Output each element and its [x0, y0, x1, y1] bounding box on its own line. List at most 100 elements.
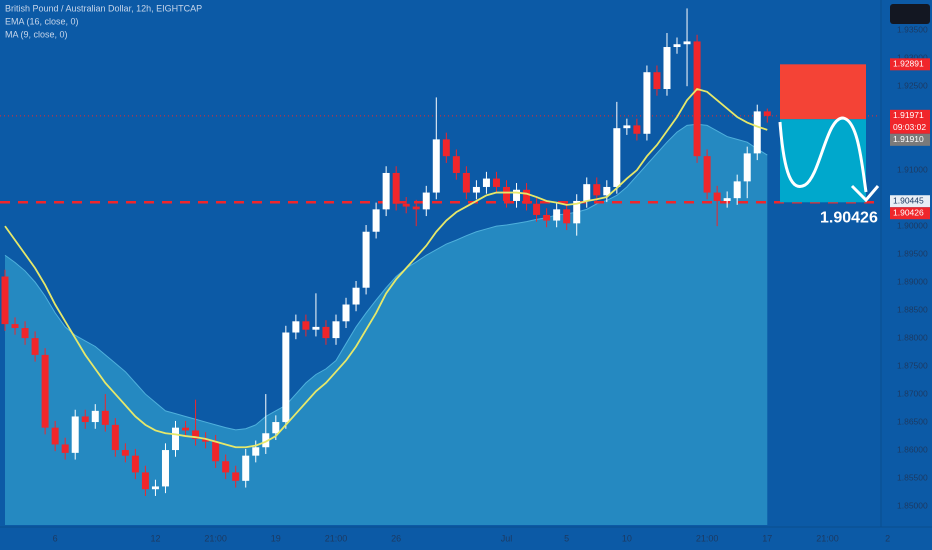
- candle-body: [623, 125, 631, 129]
- candle-body: [182, 427, 190, 431]
- candle-body: [523, 189, 531, 204]
- forecast-arrow: [850, 184, 880, 203]
- candle-body: [593, 184, 601, 196]
- candle-body: [202, 438, 210, 442]
- candle-body: [322, 326, 330, 339]
- y-tick-label: 1.88000: [897, 332, 928, 342]
- target-zone: [780, 119, 866, 203]
- candle-body: [733, 181, 741, 199]
- candle-body: [503, 186, 510, 201]
- candle-body: [513, 189, 521, 201]
- candle-body: [693, 41, 701, 157]
- candle-body: [121, 450, 129, 456]
- candle-body: [553, 209, 561, 221]
- candle-body: [272, 422, 280, 434]
- indicator-label: EMA (16, close, 0): [5, 16, 79, 26]
- candle-body: [141, 472, 149, 490]
- y-tick-label: 1.85500: [897, 472, 928, 482]
- x-tick-label: 10: [622, 533, 632, 543]
- price-tag: 1.90426: [890, 207, 930, 220]
- candle-body: [603, 186, 611, 196]
- candle-body: [492, 178, 500, 187]
- y-tick-label: 1.89000: [897, 276, 928, 286]
- candle-body: [71, 416, 79, 453]
- ema-line: [4, 87, 768, 449]
- candle-body: [763, 111, 771, 116]
- candle-body: [131, 455, 139, 473]
- price-tag-label: 1.92891: [893, 59, 924, 69]
- candle-body: [31, 338, 39, 355]
- candle-body: [61, 444, 69, 453]
- y-tick-label: 1.86000: [897, 444, 928, 454]
- candle-body: [543, 214, 551, 221]
- x-tick-label: 21:00: [696, 533, 719, 543]
- candle-body: [282, 332, 290, 423]
- candle-body: [743, 153, 751, 182]
- candle-body: [563, 209, 571, 224]
- x-tick-label: 6: [53, 533, 58, 543]
- candle-body: [533, 203, 541, 215]
- chart-title: British Pound / Australian Dollar, 12h, …: [5, 3, 202, 13]
- menu-button[interactable]: [890, 4, 930, 24]
- candle-body: [723, 198, 731, 201]
- price-tag-label: 1.91971: [893, 110, 924, 120]
- candle-body: [673, 44, 681, 48]
- candle-body: [683, 41, 691, 45]
- y-tick-label: 1.86500: [897, 416, 928, 426]
- candle-body: [452, 156, 460, 173]
- x-tick-label: 12: [150, 533, 160, 543]
- candle-body: [1, 276, 9, 325]
- countdown-label: 09:03:02: [893, 122, 926, 132]
- candle-body: [342, 304, 350, 322]
- price-tag-bg: [890, 195, 930, 208]
- candle-body: [362, 231, 370, 288]
- price-tag-bg: [890, 58, 930, 71]
- candle-body: [412, 206, 420, 210]
- y-tick-label: 1.85000: [897, 500, 928, 510]
- candle-body: [583, 184, 591, 201]
- price-tag-label: 1.91910: [893, 134, 924, 144]
- candle-body: [613, 128, 621, 187]
- price-annotation: 1.90426: [820, 210, 878, 227]
- x-tick-label: 2: [885, 533, 890, 543]
- price-tag: 1.91971 09:03:02: [890, 109, 930, 134]
- x-tick-label: 17: [762, 533, 772, 543]
- candle-body: [292, 321, 300, 333]
- candle-body: [422, 192, 430, 210]
- price-tag-bg: [890, 133, 930, 146]
- axis-layer: 1.93500 1.93000 1.92500 1.91000 1.90000 1.895…: [53, 24, 930, 543]
- indicator-label: MA (9, close, 0): [5, 29, 68, 39]
- y-tick-label: 1.87000: [897, 388, 928, 398]
- x-tick-label: 21:00: [325, 533, 348, 543]
- tool-layer: 1.90426: [780, 64, 878, 227]
- candle-body: [302, 321, 310, 330]
- candle-body: [653, 72, 661, 90]
- candle-body: [703, 156, 711, 193]
- candle-body: [91, 410, 99, 423]
- y-tick-label: 1.88500: [897, 304, 928, 314]
- candle-body: [382, 172, 390, 210]
- x-tick-label: 19: [271, 533, 281, 543]
- candle-body: [101, 410, 109, 425]
- candle-body: [392, 172, 400, 204]
- x-tick-label: Jul: [501, 533, 513, 543]
- candle-body: [21, 328, 29, 339]
- candle-body: [633, 125, 641, 134]
- price-tag: 1.92891: [890, 58, 930, 71]
- candle-body: [352, 287, 360, 305]
- candle-body: [41, 354, 49, 428]
- y-tick-label: 1.93000: [897, 52, 928, 62]
- candle-body: [753, 111, 761, 154]
- stop-zone: [780, 64, 866, 120]
- candle-body: [252, 447, 260, 456]
- candle-body: [262, 433, 270, 448]
- forecast-curve: [778, 116, 868, 193]
- candle-body: [232, 472, 240, 481]
- candle-body: [11, 324, 19, 329]
- x-tick-label: 5: [564, 533, 569, 543]
- candle-body: [111, 424, 119, 451]
- line-layer: [4, 87, 768, 449]
- level-layer: [0, 115, 880, 204]
